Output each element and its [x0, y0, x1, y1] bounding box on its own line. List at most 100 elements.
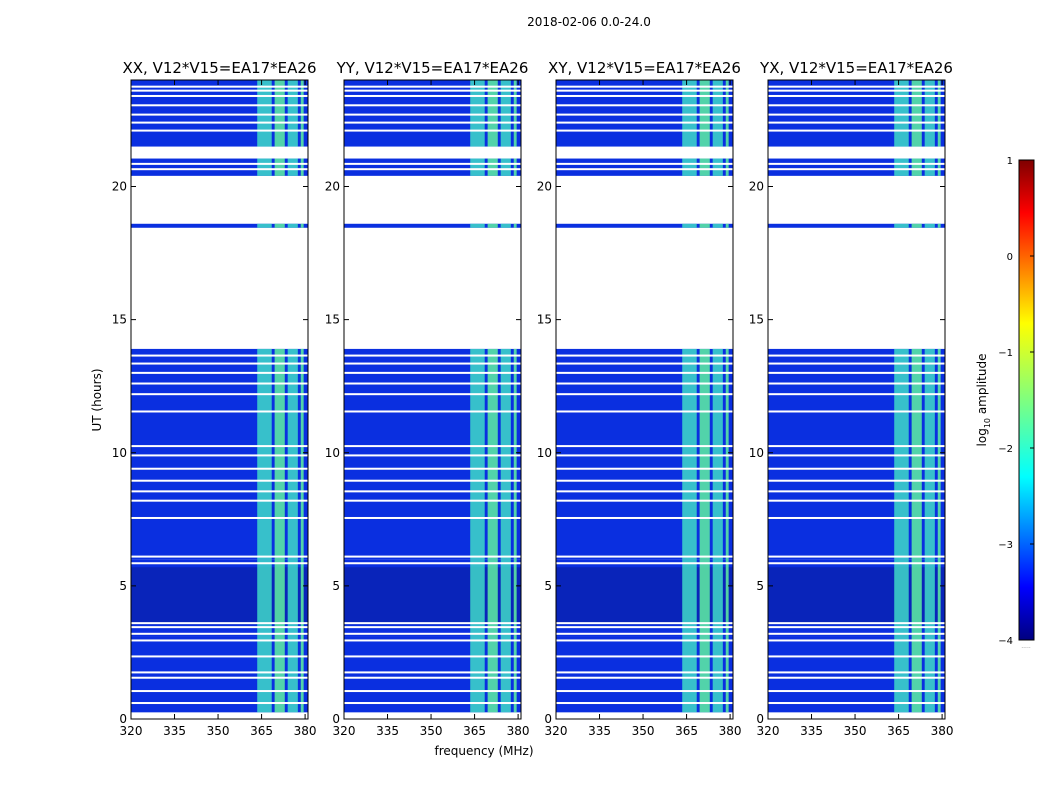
flagged-row	[556, 104, 733, 107]
flagged-row	[556, 445, 733, 448]
flagged-row	[131, 371, 308, 374]
flagged-row	[131, 162, 308, 165]
flagged-row	[556, 410, 733, 413]
x-tick-label: 365	[250, 724, 273, 738]
y-tick-label: 10	[325, 446, 340, 460]
bright-channel-band	[924, 636, 935, 713]
flagged-row	[556, 639, 733, 642]
x-tick-label: 320	[545, 724, 568, 738]
bright-channel-band	[712, 559, 723, 637]
panel-yx: YX, V12*V15=EA17*EA26 320 335 350 365 380 0 5 10…	[749, 59, 954, 738]
flagged-row	[556, 702, 733, 705]
flagged-row	[556, 490, 733, 493]
bright-channel-band	[911, 636, 922, 713]
bright-channel-band	[911, 80, 922, 147]
flagged-row	[768, 622, 945, 625]
bright-channel-band	[937, 158, 941, 176]
y-tick-label: 0	[332, 712, 340, 726]
bright-channel-band	[937, 636, 941, 713]
bright-channel-band	[682, 223, 697, 228]
flagged-row	[556, 393, 733, 396]
flagged-row	[344, 562, 521, 565]
flagged-row	[556, 467, 733, 470]
flagged-row	[344, 671, 521, 674]
y-tick-label: 20	[537, 180, 552, 194]
flagged-row	[768, 702, 945, 705]
flagged-row	[768, 479, 945, 482]
x-tick-label: 335	[588, 724, 611, 738]
flagged-row	[768, 89, 945, 92]
flagged-row	[131, 104, 308, 107]
bright-channel-band	[500, 348, 511, 560]
colorbar-tick-label: 1	[1007, 156, 1013, 167]
flagged-row	[768, 354, 945, 357]
bright-channel-band	[487, 80, 498, 147]
bright-channel-band	[274, 348, 285, 560]
bright-channel-band	[725, 348, 729, 560]
bright-channel-band	[712, 158, 723, 176]
flagged-row	[768, 371, 945, 374]
bright-channel-band	[894, 348, 909, 560]
flagged-row	[344, 622, 521, 625]
bright-channel-band	[513, 348, 517, 560]
flagged-row	[344, 410, 521, 413]
panel-frame	[555, 79, 734, 720]
y-tick-label: 5	[119, 579, 127, 593]
flagged-row	[131, 354, 308, 357]
colorbar-tick-label: −1	[998, 348, 1013, 359]
bright-channel-band	[274, 559, 285, 637]
bright-channel-band	[287, 80, 298, 147]
flagged-row	[131, 676, 308, 679]
flagged-row	[556, 622, 733, 625]
bright-channel-band	[924, 559, 935, 637]
flagged-row	[344, 555, 521, 558]
y-axis-label: UT (hours)	[90, 368, 104, 431]
bright-channel-band	[924, 223, 935, 228]
flagged-row	[556, 676, 733, 679]
flagged-row	[344, 626, 521, 629]
bright-channel-band	[682, 559, 697, 637]
bright-channel-band	[487, 158, 498, 176]
bright-channel-band	[924, 80, 935, 147]
y-tick-label: 15	[325, 313, 340, 327]
panel-xx: XX, V12*V15=EA17*EA26 320 335 350 365 380 0 5 10…	[112, 59, 317, 738]
bright-channel-band	[274, 158, 285, 176]
flagged-row	[344, 702, 521, 705]
flagged-row	[556, 85, 733, 88]
flagged-row	[131, 622, 308, 625]
flagged-row	[131, 516, 308, 519]
flagged-row	[344, 162, 521, 165]
flagged-row	[344, 676, 521, 679]
flagged-row	[768, 362, 945, 365]
flagged-row	[131, 89, 308, 92]
flagged-row	[344, 454, 521, 457]
flagged-row	[344, 467, 521, 470]
bright-channel-band	[487, 348, 498, 560]
flagged-row	[556, 479, 733, 482]
bright-channel-band	[712, 348, 723, 560]
x-tick-label: 380	[507, 724, 530, 738]
flagged-row	[556, 626, 733, 629]
flagged-row	[556, 562, 733, 565]
flagged-row	[131, 410, 308, 413]
flagged-row	[556, 362, 733, 365]
flagged-row	[768, 467, 945, 470]
colorbar-tick-label: −4	[998, 636, 1013, 647]
flagged-row	[556, 516, 733, 519]
flagged-row	[556, 690, 733, 693]
bright-channel-band	[470, 348, 485, 560]
colorbar-label-suffix: amplitude	[975, 354, 989, 418]
bright-channel-band	[513, 636, 517, 713]
bright-channel-band	[924, 348, 935, 560]
flagged-row	[556, 454, 733, 457]
bright-channel-band	[287, 223, 298, 228]
bright-channel-band	[937, 80, 941, 147]
flagged-row	[768, 632, 945, 635]
flagged-row	[344, 94, 521, 97]
bright-channel-band	[699, 80, 710, 147]
bright-channel-band	[911, 158, 922, 176]
flagged-row	[768, 121, 945, 124]
bright-channel-band	[500, 158, 511, 176]
panel-yy: YY, V12*V15=EA17*EA26 320 335 350 365 380 0 5 10…	[325, 59, 530, 738]
flagged-row	[768, 655, 945, 658]
